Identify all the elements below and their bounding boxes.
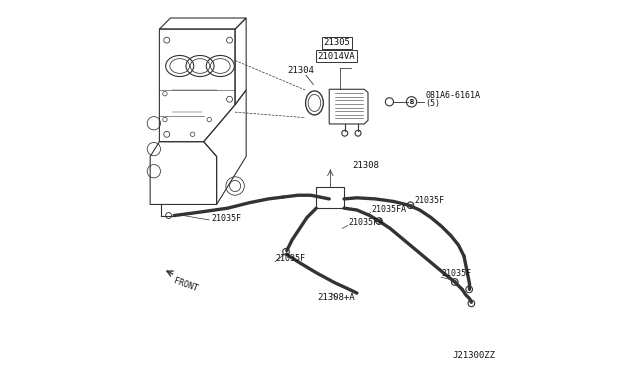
Text: 21035F: 21035F: [414, 196, 444, 205]
Text: 21035F: 21035F: [211, 214, 241, 223]
Text: 21308: 21308: [353, 161, 380, 170]
Text: 21035FA: 21035FA: [372, 205, 406, 214]
Text: B: B: [410, 99, 413, 105]
Text: 21035F: 21035F: [276, 254, 306, 263]
Text: 21014VA: 21014VA: [318, 52, 355, 61]
Text: 21035FA: 21035FA: [349, 218, 384, 227]
Text: 21305: 21305: [323, 38, 350, 47]
Text: J21300ZZ: J21300ZZ: [452, 350, 495, 359]
Text: 21304: 21304: [287, 66, 314, 76]
Text: (5): (5): [426, 99, 440, 109]
Text: FRONT: FRONT: [172, 276, 199, 294]
Text: 21308+A: 21308+A: [318, 293, 355, 302]
Text: 081A6-6161A: 081A6-6161A: [426, 91, 481, 100]
Text: 21035F: 21035F: [442, 269, 472, 279]
Bar: [316, 187, 344, 208]
